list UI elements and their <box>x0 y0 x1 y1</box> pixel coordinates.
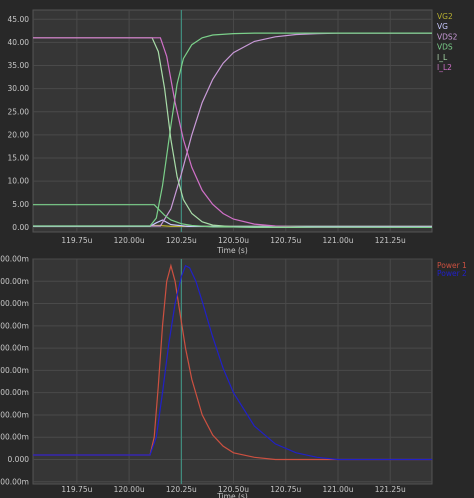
plot1-x-tick-label: 120.00u <box>114 236 145 245</box>
plot1-y-tick-label: 40.00 <box>8 38 30 47</box>
plot1-y-tick-label: 45.00 <box>8 15 30 24</box>
plot2-series-power-1 <box>33 263 432 461</box>
plot1-legend-entry[interactable]: VG <box>437 22 448 31</box>
plot2-x-tick-label: 121.25u <box>375 485 406 494</box>
plot1-y-tick-label: 20.00 <box>8 130 30 139</box>
plot2-legend-entry[interactable]: Power 2 <box>437 269 467 278</box>
plot1-x-axis-title: Time (s) <box>216 246 248 255</box>
plot2-y-tick-label: 100.00m <box>0 433 29 442</box>
plot2-y-tick-label: 900.00m <box>0 255 29 264</box>
plot1-series-vds2 <box>33 32 432 227</box>
plot2-y-tick-label: 600.00m <box>0 321 29 330</box>
plot1-legend-entry[interactable]: VDS <box>437 43 453 52</box>
plot2-x-tick-label: 120.25u <box>166 485 197 494</box>
plot2-x-tick-label: 121.00u <box>322 485 353 494</box>
plot1-legend-entry[interactable]: VG2 <box>437 12 453 21</box>
plot1-x-tick-label: 120.75u <box>270 236 301 245</box>
plot2-x-tick-label: 120.00u <box>114 485 145 494</box>
plot2-y-tick-label: 400.00m <box>0 366 29 375</box>
plot1-y-tick-label: 0.00 <box>12 223 29 232</box>
plot1-y-tick-label: 5.00 <box>12 200 29 209</box>
plot1-y-tick-label: 25.00 <box>8 107 30 116</box>
plot2-plot-area[interactable] <box>32 258 433 485</box>
plot1-legend-entry[interactable]: I_L2 <box>437 63 452 72</box>
plot1-series-vds <box>33 32 432 227</box>
plot1-x-tick-label: 119.75u <box>61 236 92 245</box>
plot2-y-tick-label: 300.00m <box>0 388 29 397</box>
plot1-x-tick-label: 121.00u <box>322 236 353 245</box>
plot2-y-tick-label: -100.00m <box>0 477 29 486</box>
plot2-x-tick-label: 120.75u <box>270 485 301 494</box>
plot1-x-tick-label: 120.25u <box>166 236 197 245</box>
plot2-x-tick-label: 120.50u <box>218 485 249 494</box>
plot2-x-axis-title: Time (s) <box>216 492 248 498</box>
plot1-y-tick-label: 10.00 <box>8 177 30 186</box>
plot2-y-tick-label: 0.000 <box>8 455 30 464</box>
plot2-y-tick-label: 200.00m <box>0 410 29 419</box>
plot2-legend-entry[interactable]: Power 1 <box>437 261 467 270</box>
plot1-legend-entry[interactable]: VDS2 <box>437 32 458 41</box>
plot2-y-tick-label: 700.00m <box>0 299 29 308</box>
plot1-x-tick-label: 121.25u <box>375 236 406 245</box>
plot1-series-unnamed-6 <box>33 204 433 228</box>
plot2-series-power-2 <box>33 264 432 461</box>
plot1-x-tick-label: 120.50u <box>218 236 249 245</box>
plot1-plot-area[interactable] <box>32 9 433 233</box>
plot2-x-tick-label: 119.75u <box>61 485 92 494</box>
plot1-y-tick-label: 35.00 <box>8 61 30 70</box>
plot1-y-tick-label: 30.00 <box>8 84 30 93</box>
plot1-y-tick-label: 15.00 <box>8 154 30 163</box>
plot2-y-tick-label: 800.00m <box>0 277 29 286</box>
plot1-legend-entry[interactable]: I_L <box>437 53 448 62</box>
plot2-y-tick-label: 500.00m <box>0 344 29 353</box>
